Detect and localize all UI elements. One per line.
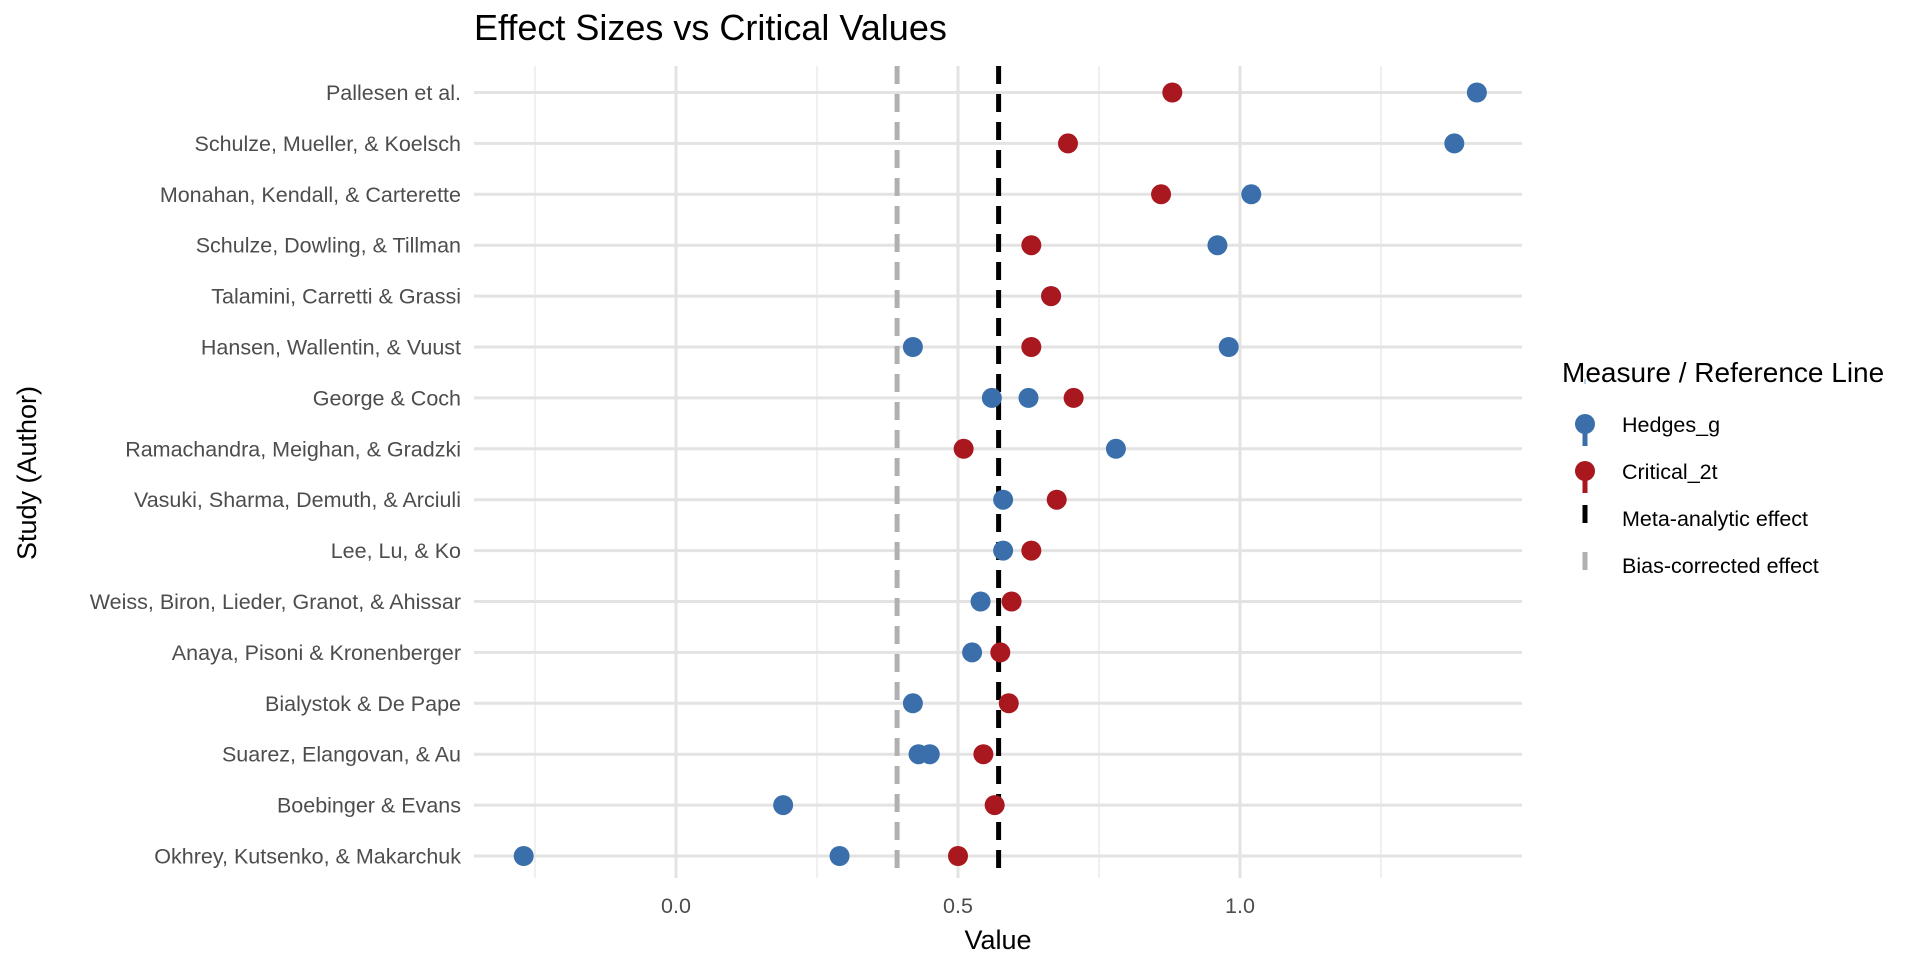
data-point-hedges-g [1444, 133, 1465, 154]
data-point-hedges-g [773, 795, 794, 816]
data-point-hedges-g [981, 387, 1002, 408]
reference-lines [894, 66, 1002, 878]
x-axis-label: Value [964, 925, 1031, 955]
y-tick-label: Schulze, Mueller, & Koelsch [195, 132, 462, 156]
y-tick-label: George & Coch [313, 386, 461, 410]
x-tick-label: 1.0 [1225, 894, 1255, 918]
data-point-hedges-g [902, 337, 923, 357]
y-tick-label: Monahan, Kendall, & Carterette [160, 183, 461, 207]
legend-label: Critical_2t [1622, 460, 1718, 484]
data-point-critical-2t [1021, 235, 1042, 256]
y-tick-label: Weiss, Biron, Lieder, Granot, & Ahissar [90, 590, 461, 614]
data-point-critical-2t [998, 693, 1019, 714]
y-tick-label: Bialystok & De Pape [265, 692, 461, 716]
data-point-critical-2t [1151, 184, 1172, 205]
x-axis-tick-labels: 0.0 0.5 1.0 [661, 894, 1255, 918]
data-point-hedges-g [919, 744, 940, 765]
data-point-hedges-g [1207, 235, 1228, 256]
legend: Measure / Reference Line Hedges_g Critica… [1562, 357, 1884, 578]
data-points [513, 82, 1487, 866]
legend-label: Hedges_g [1622, 413, 1720, 437]
data-point-critical-2t [984, 795, 1005, 816]
data-point-critical-2t [1046, 489, 1067, 510]
legend-label: Meta-analytic effect [1622, 507, 1808, 531]
y-axis-tick-labels: Pallesen et al. Schulze, Mueller, & Koels… [90, 81, 461, 869]
legend-key-point [1575, 414, 1595, 434]
y-tick-label: Hansen, Wallentin, & Vuust [201, 336, 461, 360]
data-point-hedges-g [1218, 337, 1239, 357]
x-tick-label: 0.0 [661, 894, 691, 918]
y-axis-label: Study (Author) [12, 386, 42, 560]
y-tick-label: Vasuki, Sharma, Demuth, & Arciuli [134, 488, 461, 512]
data-point-critical-2t [990, 642, 1011, 663]
y-tick-label: Ramachandra, Meighan, & Gradzki [125, 437, 461, 461]
data-point-hedges-g [993, 540, 1014, 561]
data-point-hedges-g [902, 693, 923, 714]
data-point-hedges-g [962, 642, 983, 663]
data-point-hedges-g [993, 489, 1014, 510]
data-point-critical-2t [948, 846, 968, 866]
legend-title: Measure / Reference Line [1562, 357, 1884, 388]
data-point-hedges-g [1466, 82, 1487, 103]
data-point-critical-2t [1021, 540, 1042, 561]
x-tick-label: 0.5 [943, 894, 973, 918]
legend-label: Bias-corrected effect [1622, 554, 1819, 578]
y-tick-label: Anaya, Pisoni & Kronenberger [172, 641, 461, 665]
data-point-critical-2t [1063, 387, 1084, 408]
data-point-hedges-g [1018, 387, 1039, 408]
legend-key-point [1575, 461, 1595, 481]
data-point-critical-2t [1021, 337, 1042, 357]
data-point-critical-2t [1041, 286, 1062, 307]
y-tick-label: Boebinger & Evans [277, 794, 461, 818]
data-point-critical-2t [1001, 591, 1022, 612]
data-point-critical-2t [953, 438, 974, 459]
data-point-critical-2t [973, 744, 994, 765]
y-tick-label: Okhrey, Kutsenko, & Makarchuk [154, 845, 461, 869]
y-tick-label: Lee, Lu, & Ko [331, 539, 461, 563]
data-point-hedges-g [970, 591, 991, 612]
data-point-hedges-g [513, 846, 534, 866]
y-tick-label: Talamini, Carretti & Grassi [211, 285, 461, 309]
y-tick-label: Suarez, Elangovan, & Au [222, 743, 461, 767]
y-tick-label: Schulze, Dowling, & Tillman [196, 234, 461, 258]
data-point-hedges-g [829, 846, 850, 866]
data-point-hedges-g [1241, 184, 1262, 205]
data-point-hedges-g [1105, 438, 1126, 459]
chart-title: Effect Sizes vs Critical Values [474, 7, 947, 48]
data-point-critical-2t [1057, 133, 1078, 154]
data-point-critical-2t [1162, 82, 1183, 103]
y-tick-label: Pallesen et al. [326, 81, 461, 105]
